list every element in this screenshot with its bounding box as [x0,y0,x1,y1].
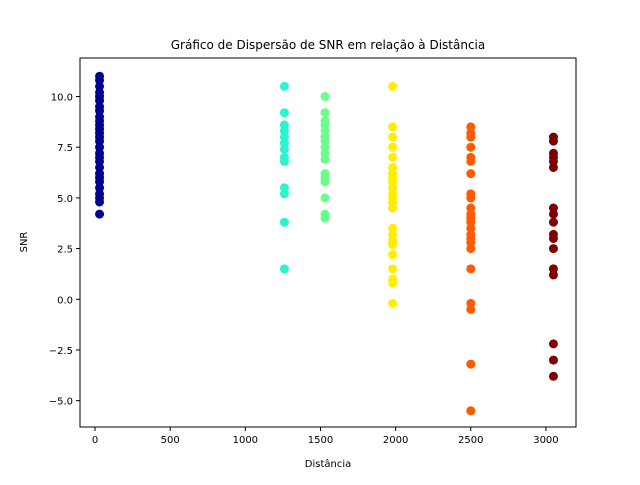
data-point [95,209,105,219]
x-tick-label: 1000 [233,435,258,446]
data-point [548,136,558,146]
data-point [548,233,558,243]
y-axis-ticks: −5.0 −2.5 0.0 2.5 5.0 7.5 10.0 [49,93,80,408]
data-point [388,81,398,91]
data-point [388,298,398,308]
x-tick-label: 1500 [308,435,333,446]
data-point [320,177,330,187]
data-point [548,339,558,349]
data-point [279,81,289,91]
data-point [279,156,289,166]
y-tick-label: 5.0 [57,194,73,205]
data-point [279,264,289,274]
y-tick-label: −2.5 [49,346,73,357]
data-point [388,152,398,162]
data-point [466,244,476,254]
y-tick-label: 2.5 [57,245,73,256]
data-point [548,209,558,219]
x-tick-label: 500 [161,435,180,446]
data-point [320,193,330,203]
data-point [466,142,476,152]
data-point [466,169,476,179]
data-point [279,217,289,227]
y-axis-label: SNR [19,232,30,253]
data-point [466,359,476,369]
data-point [388,264,398,274]
data-point [279,189,289,199]
y-tick-label: −5.0 [49,397,73,408]
data-point [279,108,289,118]
data-point [548,217,558,227]
data-point [388,278,398,288]
data-points [95,71,558,416]
data-point [95,197,105,207]
data-point [466,264,476,274]
y-tick-label: 10.0 [51,93,73,104]
data-point [320,154,330,164]
y-tick-label: 0.0 [57,295,73,306]
data-point [388,203,398,213]
data-point [466,193,476,203]
data-point [466,156,476,166]
y-tick-label: 7.5 [57,143,73,154]
data-point [320,213,330,223]
data-point [388,122,398,132]
data-point [548,371,558,381]
data-point [466,132,476,142]
data-point [548,355,558,365]
data-point [548,244,558,254]
chart-title: Gráfico de Dispersão de SNR em relação à… [171,38,485,52]
x-tick-label: 0 [92,435,98,446]
x-axis-ticks: 0 500 1000 1500 2000 2500 3000 [92,427,559,446]
data-point [388,250,398,260]
plot-frame [79,57,577,428]
data-point [388,142,398,152]
x-tick-label: 3000 [533,435,558,446]
x-tick-label: 2500 [458,435,483,446]
data-point [279,144,289,154]
x-tick-label: 2000 [383,435,408,446]
x-axis-label: Distância [305,458,351,470]
data-point [466,406,476,416]
data-point [320,92,330,102]
data-point [388,240,398,250]
data-point [548,270,558,280]
data-point [388,132,398,142]
data-point [466,304,476,314]
data-point [320,108,330,118]
data-point [548,162,558,172]
